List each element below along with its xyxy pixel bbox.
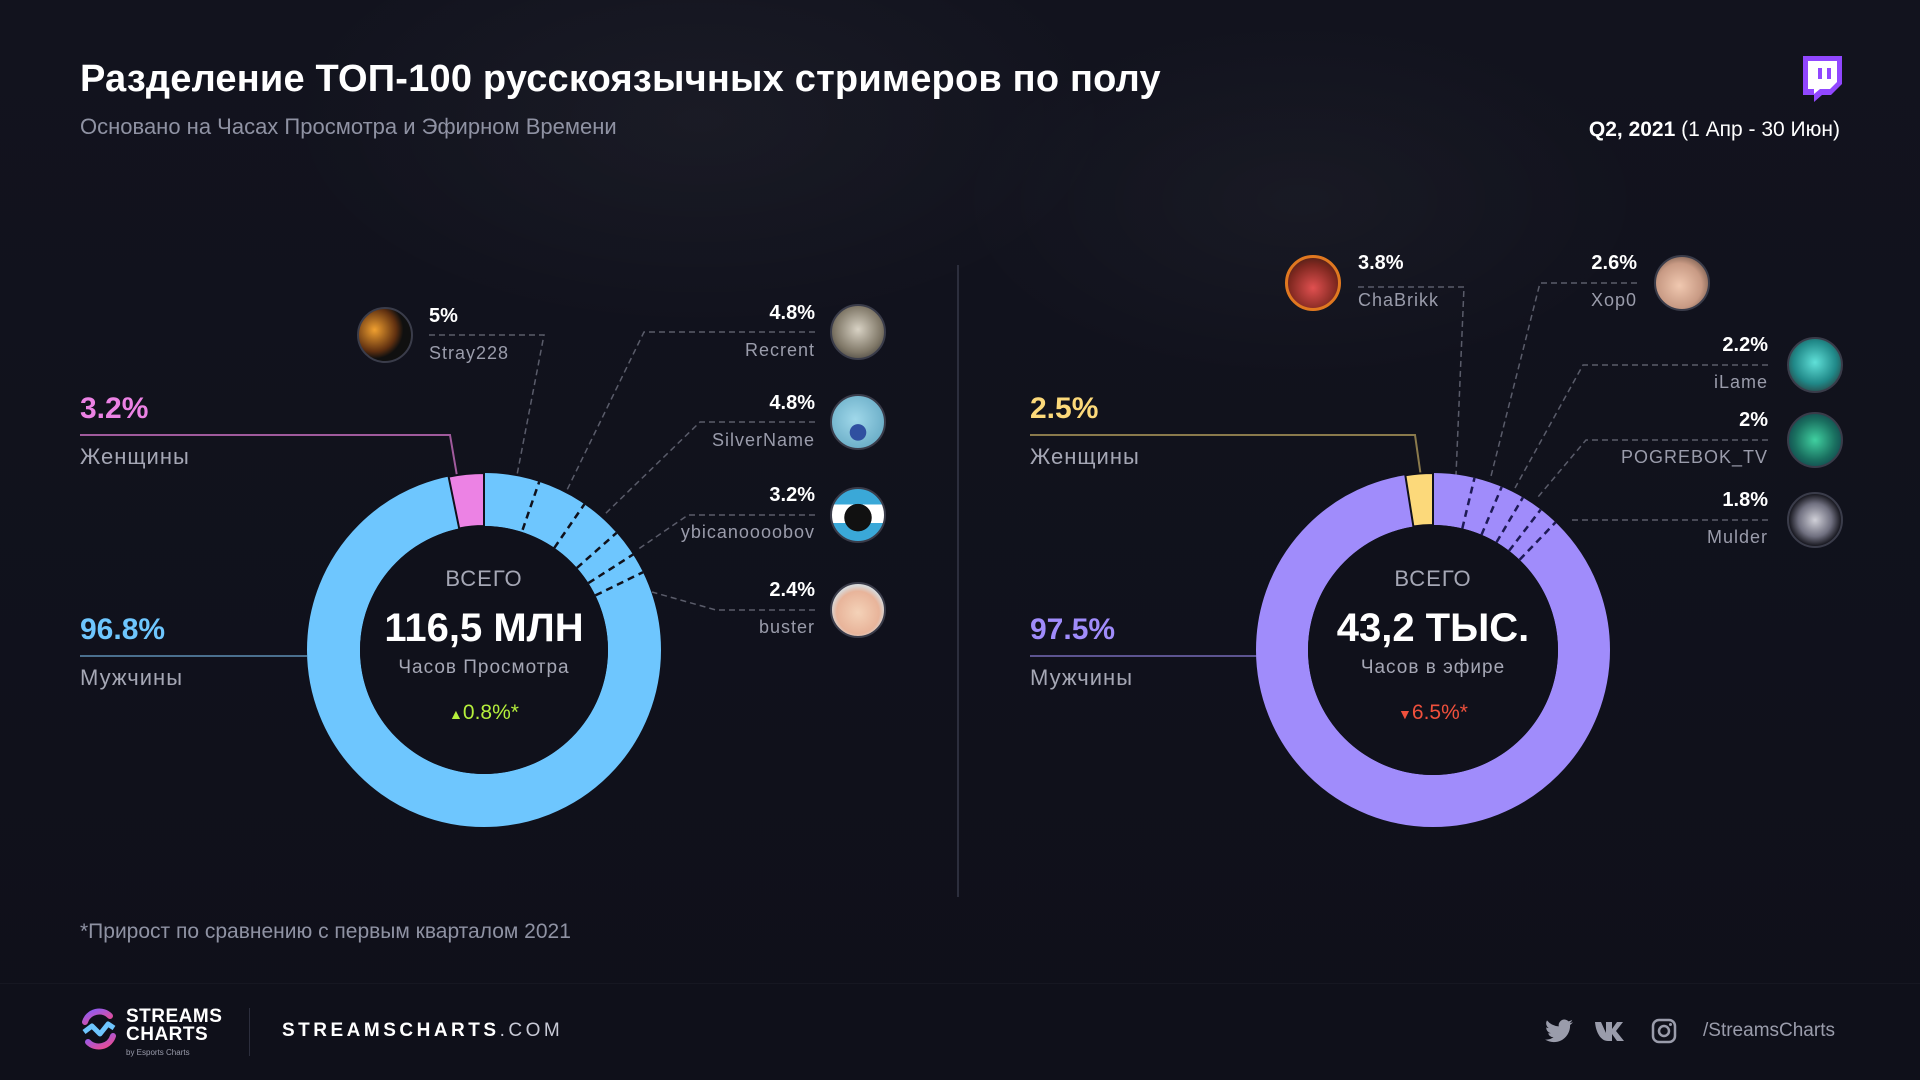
avatar-xop0 (1654, 255, 1710, 311)
left-male-label: Мужчины (80, 665, 184, 690)
logo-line1: STREAMS (126, 1006, 223, 1027)
footer-vertical-divider (249, 1008, 250, 1056)
right-male-label: Мужчины (1030, 665, 1134, 690)
female-leader-line-right (1030, 434, 1422, 478)
streamscharts-logo-icon (82, 1008, 116, 1050)
avatar-silvername (830, 394, 886, 450)
streamscharts-logo[interactable]: STREAMS CHARTS by Esports Charts (80, 1006, 223, 1057)
period-quarter: Q2, 2021 (1588, 118, 1676, 141)
avatar-recrent (830, 304, 886, 360)
streamer-name: Stray228 (429, 343, 510, 363)
streamer-name: Xop0 (1590, 290, 1637, 310)
streamer-pct: 3.8% (1358, 252, 1404, 274)
streamer-name: SilverName (711, 430, 815, 450)
avatar-chabrikk (1285, 255, 1341, 311)
social-handle[interactable]: /StreamsCharts (1703, 1020, 1835, 1041)
twitch-icon (1803, 56, 1842, 102)
avatar-stray228 (357, 307, 413, 363)
right-female-pct: 2.5% (1030, 392, 1099, 425)
streamer-pct: 4.8% (769, 392, 815, 414)
avatar-mulder (1787, 492, 1843, 548)
page-subtitle: Основано на Часах Просмотра и Эфирном Вр… (80, 114, 617, 139)
streamer-pct: 2.6% (1591, 252, 1637, 274)
streamer-name: Recrent (744, 340, 815, 360)
right-delta-value: 6.5%* (1411, 701, 1468, 724)
right-female-label: Женщины (1030, 444, 1140, 469)
streamer-name: ChaBrikk (1358, 290, 1440, 310)
period-label: Q2, 2021 (1 Апр - 30 Июн) (1589, 118, 1840, 142)
right-delta: ▼6.5%* (1283, 701, 1583, 725)
streamer-name: Mulder (1706, 527, 1768, 547)
arrow-up-icon: ▲ (449, 706, 463, 722)
right-male-pct: 97.5% (1030, 613, 1116, 646)
streamer-pct: 5% (429, 305, 458, 327)
left-delta-value: 0.8%* (462, 701, 519, 724)
logo-byline: by Esports Charts (126, 1048, 190, 1057)
left-total-sub: Часов Просмотра (398, 657, 570, 678)
streamer-name: POGREBOK_TV (1620, 447, 1768, 467)
chart-divider (957, 265, 959, 897)
page-title: Разделение ТОП-100 русскоязычных стример… (80, 58, 1161, 100)
footer-separator (0, 983, 1920, 984)
social-links (1545, 1018, 1677, 1044)
left-donut (307, 471, 661, 827)
vk-icon[interactable] (1595, 1021, 1629, 1041)
left-total-label: ВСЕГО (445, 566, 523, 591)
twitter-icon[interactable] (1545, 1019, 1573, 1043)
streamer-pct: 1.8% (1722, 489, 1768, 511)
period-range: (1 Апр - 30 Июн) (1681, 118, 1840, 141)
right-total-value: 43,2 ТЫС. (1336, 606, 1530, 650)
streamer-pct: 4.8% (769, 302, 815, 324)
streamer-pct: 2.2% (1722, 334, 1768, 356)
footnote: *Прирост по сравнению с первым кварталом… (80, 920, 571, 943)
left-delta: ▲0.8%* (334, 701, 634, 725)
site-name: STREAMSCHARTS (282, 1020, 500, 1041)
streamer-pct: 2.4% (769, 579, 815, 601)
instagram-icon[interactable] (1651, 1018, 1677, 1044)
left-male-pct: 96.8% (80, 613, 166, 646)
right-donut-center: ВСЕГО 43,2 ТЫС. Часов в эфире ▼6.5%* (1283, 566, 1583, 725)
left-donut-center: ВСЕГО 116,5 МЛН Часов Просмотра ▲0.8%* (334, 566, 634, 725)
right-total-label: ВСЕГО (1394, 566, 1472, 591)
left-female-pct: 3.2% (80, 392, 149, 425)
streamer-name: buster (758, 617, 815, 637)
avatar-ilame (1787, 337, 1843, 393)
female-leader-line-left (80, 434, 458, 477)
site-tld: .COM (499, 1020, 564, 1041)
arrow-down-icon: ▼ (1398, 706, 1412, 722)
website-link[interactable]: STREAMSCHARTS.COM (282, 1020, 563, 1042)
streamer-name: iLame (1713, 372, 1768, 392)
right-donut (1256, 471, 1610, 827)
streamer-name: ybicanoooobov (680, 522, 815, 542)
logo-line2: CHARTS (126, 1024, 209, 1045)
streamer-pct: 3.2% (769, 484, 815, 506)
avatar-ybicanoooobov (830, 487, 886, 543)
right-total-sub: Часов в эфире (1360, 657, 1506, 678)
avatar-pogrebok-tv (1787, 412, 1843, 468)
left-female-label: Женщины (80, 444, 190, 469)
streamer-pct: 2% (1739, 409, 1768, 431)
avatar-buster (830, 582, 886, 638)
left-total-value: 116,5 МЛН (384, 606, 584, 650)
